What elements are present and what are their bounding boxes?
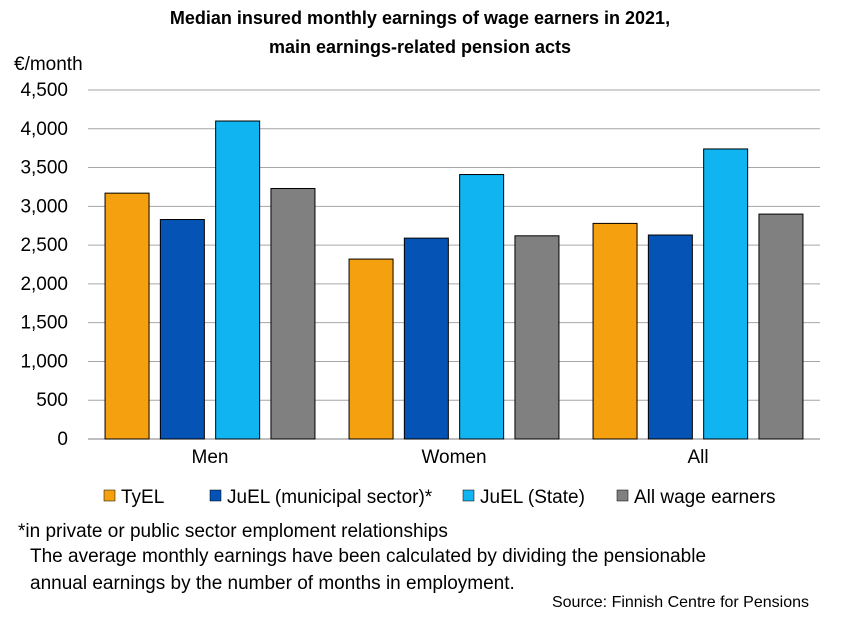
bar	[758, 213, 804, 440]
legend-label: All wage earners	[634, 487, 776, 508]
bar	[514, 235, 560, 440]
legend-swatch	[462, 489, 475, 502]
y-tick-label: 4,000	[20, 119, 68, 140]
bar	[647, 234, 693, 440]
bar	[215, 120, 261, 440]
bars	[104, 120, 804, 440]
bar	[104, 192, 150, 440]
y-tick-label: 0	[57, 429, 68, 450]
footnote: *in private or public sector emploment r…	[18, 521, 448, 542]
y-axis-ticks: 0 500 1,000 1,500 2,000 2,500 3,000 3,500 4,000 4…	[20, 80, 68, 450]
chart-title-line-2: main earnings-related pension acts	[269, 37, 571, 57]
bar-chart: Median insured monthly earnings of wage …	[14, 8, 820, 508]
bar	[348, 258, 394, 440]
x-tick-label: Men	[192, 447, 229, 468]
gridlines	[88, 89, 820, 440]
x-axis-ticks: Men Women All	[192, 447, 709, 468]
legend-swatch	[103, 489, 116, 502]
y-axis-unit-label: €/month	[14, 54, 83, 75]
x-tick-label: Women	[421, 447, 486, 468]
y-tick-label: 1,500	[20, 313, 68, 334]
y-tick-label: 3,500	[20, 158, 68, 179]
bar	[159, 219, 205, 440]
bar	[270, 187, 316, 440]
bar	[703, 148, 749, 440]
legend-label: JuEL (State)	[480, 487, 585, 508]
legend-swatch	[616, 489, 629, 502]
bar	[592, 222, 638, 440]
legend-label: TyEL	[121, 487, 164, 508]
legend: TyEL JuEL (municipal sector)* JuEL (State)…	[103, 487, 776, 508]
y-tick-label: 1,000	[20, 351, 68, 372]
note-line-2: annual earnings by the number of months …	[30, 573, 515, 594]
legend-swatch	[209, 489, 222, 502]
y-tick-label: 3,000	[20, 196, 68, 217]
y-tick-label: 4,500	[20, 80, 68, 101]
y-tick-label: 2,500	[20, 235, 68, 256]
chart-title-line-1: Median insured monthly earnings of wage …	[170, 8, 670, 28]
bar	[403, 237, 449, 440]
note-line-1: The average monthly earnings have been c…	[30, 546, 707, 567]
x-tick-label: All	[687, 447, 708, 468]
legend-label: JuEL (municipal sector)*	[227, 487, 433, 508]
y-tick-label: 2,000	[20, 274, 68, 295]
bar	[459, 174, 505, 440]
source-note: Source: Finnish Centre for Pensions	[551, 594, 809, 611]
y-tick-label: 500	[36, 390, 68, 411]
